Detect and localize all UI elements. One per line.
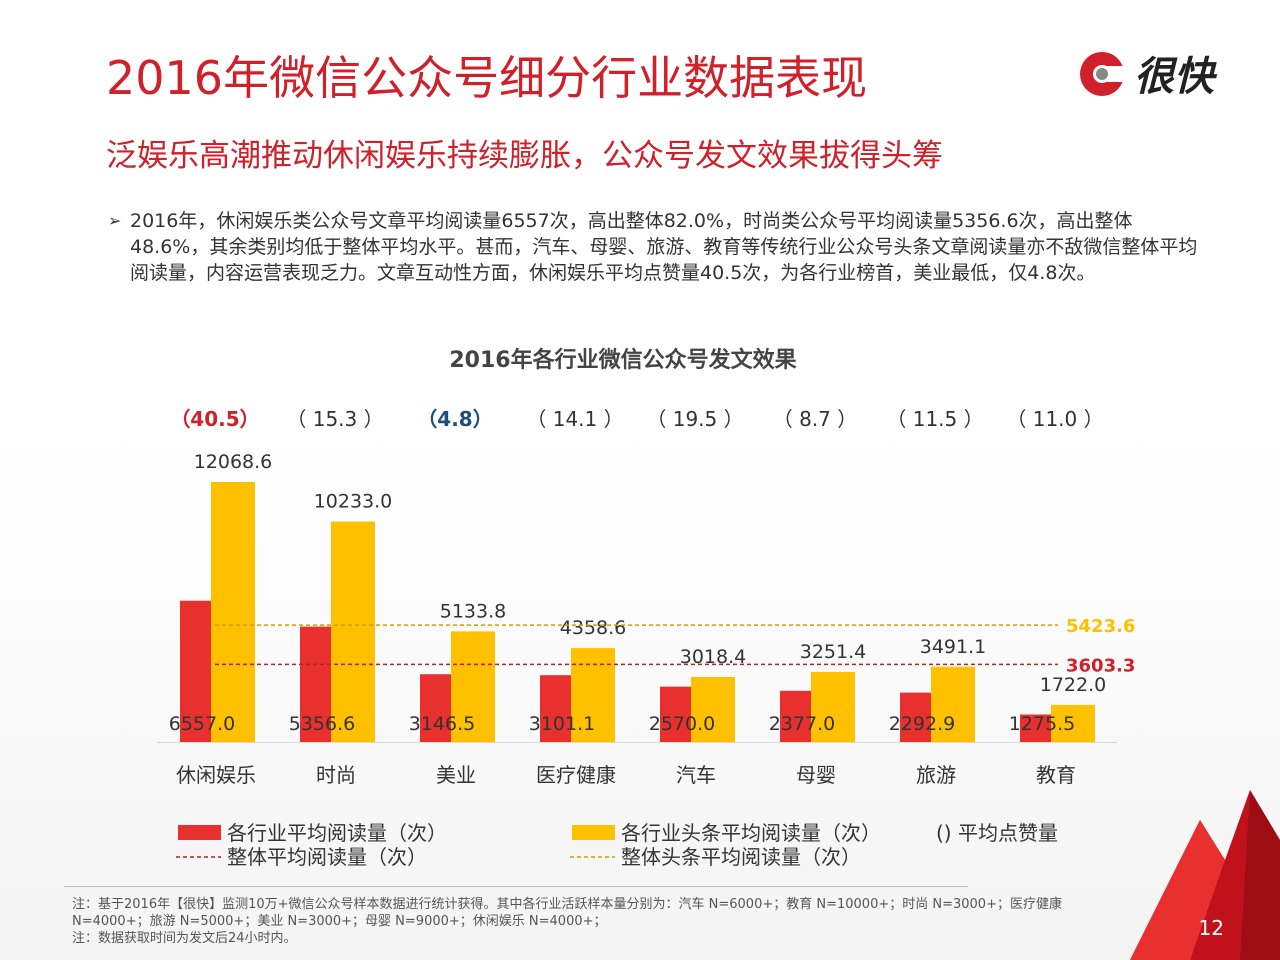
reference-line-label: 3603.3 [1066, 655, 1135, 676]
legend-label-overall-avg: 整体平均阅读量（次） [227, 845, 427, 869]
category-label: 医疗健康 [536, 763, 616, 787]
data-label-avg-read: 6557.0 [169, 713, 235, 735]
bar-avg-read [900, 692, 932, 742]
category-label: 汽车 [676, 763, 716, 787]
bar-headline-read [691, 676, 735, 742]
data-label-avg-read: 2292.9 [889, 713, 955, 735]
bar-headline-read [211, 482, 255, 742]
bar-avg-read [780, 690, 812, 742]
data-label-headline-read: 12068.6 [194, 451, 273, 473]
summary-bullet: ➢ 2016年，休闲娱乐类公众号文章平均阅读量6557次，高出整体82.0%，时… [108, 208, 1208, 286]
bullet-arrow-icon: ➢ [108, 211, 122, 230]
data-label-headline-read: 3018.4 [680, 646, 746, 668]
category-label: 母婴 [796, 763, 836, 787]
bar-headline-read [811, 671, 855, 742]
footer-divider [64, 886, 968, 887]
corner-decoration [1130, 790, 1280, 960]
data-label-avg-read: 3146.5 [409, 713, 475, 735]
data-label-avg-read: 2377.0 [769, 713, 835, 735]
likes-label: （ 11.0 ） [1006, 407, 1103, 431]
data-label-headline-read: 1722.0 [1040, 674, 1106, 696]
footnote-line-3: 注：数据获取时间为发文后24小时内。 [72, 931, 297, 946]
bar-avg-read [660, 686, 692, 742]
legend-label-overall-headline: 整体头条平均阅读量（次） [621, 845, 861, 869]
bar-headline-read [931, 666, 975, 742]
likes-label: （ 15.3 ） [286, 407, 383, 431]
data-label-avg-read: 5356.6 [289, 713, 355, 735]
bar-avg-read [540, 675, 572, 742]
legend-label-avg-read: 各行业平均阅读量（次） [227, 821, 447, 845]
data-label-headline-read: 3491.1 [920, 636, 986, 658]
chart-title: 2016年各行业微信公众号发文效果 [449, 348, 797, 373]
likes-label: （ 14.1 ） [526, 407, 623, 431]
footnote-line-1: 注：基于2016年【很快】监测10万+微信公众号样本数据进行统计获得。其中各行业… [72, 897, 1062, 912]
category-label: 教育 [1036, 763, 1076, 787]
page-title: 2016年微信公众号细分行业数据表现 [106, 51, 868, 105]
page-number: 12 [1198, 916, 1224, 940]
data-label-avg-read: 2570.0 [649, 713, 715, 735]
page-subtitle: 泛娱乐高潮推动休闲娱乐持续膨胀，公众号发文效果拔得头筹 [106, 138, 943, 174]
category-label: 休闲娱乐 [176, 763, 256, 787]
bar-headline-read [451, 631, 495, 742]
legend-label-likes: () 平均点赞量 [936, 821, 1058, 845]
data-label-avg-read: 1275.5 [1009, 713, 1075, 735]
bar-headline-read [1051, 704, 1095, 742]
reference-line-label: 5423.6 [1066, 616, 1135, 637]
category-label: 时尚 [316, 763, 356, 787]
legend-swatch-headline-read [572, 825, 615, 840]
bar-avg-read [300, 626, 332, 742]
likes-label: （ 8.7 ） [773, 407, 858, 431]
legend-swatch-avg-read [178, 825, 221, 840]
data-label-headline-read: 3251.4 [800, 641, 866, 663]
footnote-line-2: N=4000+；旅游 N=5000+；美业 N=3000+；母婴 N=9000+… [72, 914, 607, 929]
brand-logo: 很快 [1080, 52, 1218, 100]
data-label-headline-read: 10233.0 [314, 491, 393, 513]
logo-text: 很快 [1134, 54, 1218, 100]
data-label-headline-read: 4358.6 [560, 617, 626, 639]
bar-avg-read [1020, 714, 1052, 742]
bar-headline-read [331, 521, 375, 742]
summary-text: 2016年，休闲娱乐类公众号文章平均阅读量6557次，高出整体82.0%，时尚类… [130, 210, 1198, 284]
data-label-avg-read: 3101.1 [529, 713, 595, 735]
bar-avg-read [180, 600, 212, 742]
likes-label: （ 19.5 ） [646, 407, 743, 431]
likes-label: （4.8） [417, 407, 492, 431]
category-label: 旅游 [916, 763, 956, 787]
data-label-headline-read: 5133.8 [440, 600, 506, 622]
likes-label: （40.5） [170, 407, 259, 431]
legend-label-headline-read: 各行业头条平均阅读量（次） [621, 821, 881, 845]
bar-avg-read [420, 674, 452, 742]
likes-label: （ 11.5 ） [886, 407, 983, 431]
footnote: 注：基于2016年【很快】监测10万+微信公众号样本数据进行统计获得。其中各行业… [72, 896, 1152, 947]
category-label: 美业 [436, 763, 476, 787]
